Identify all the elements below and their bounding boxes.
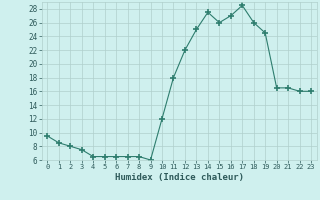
X-axis label: Humidex (Indice chaleur): Humidex (Indice chaleur)	[115, 173, 244, 182]
